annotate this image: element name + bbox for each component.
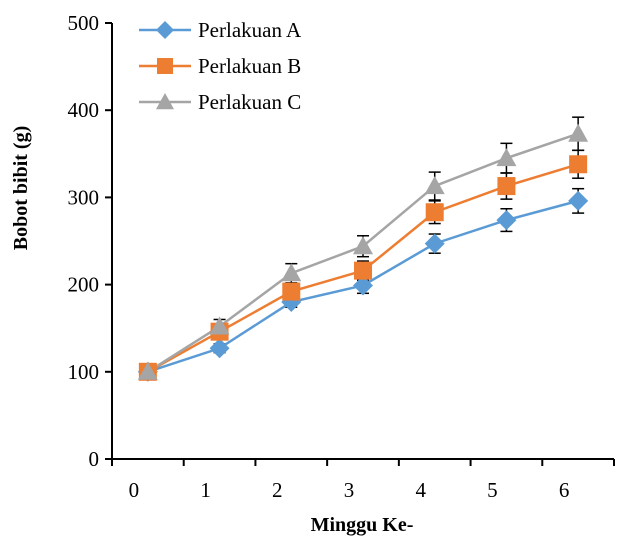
- x-tick-label: 4: [415, 478, 426, 502]
- data-point: [424, 176, 445, 195]
- data-point: [425, 203, 444, 222]
- data-point: [497, 177, 516, 196]
- x-tick-label: 0: [129, 478, 140, 502]
- data-point: [569, 155, 588, 174]
- legend-marker: [156, 93, 174, 110]
- data-point: [496, 148, 517, 167]
- x-tick-label: 5: [487, 478, 498, 502]
- data-point: [353, 236, 373, 255]
- x-tick-label: 6: [559, 478, 570, 502]
- data-point: [568, 190, 589, 211]
- axes: [105, 22, 615, 466]
- x-axis-label: Minggu Ke-: [311, 514, 414, 536]
- data-point: [496, 210, 517, 231]
- x-tick-label: 3: [344, 478, 355, 502]
- legend: Perlakuan A Perlakuan B Perlakuan C: [139, 18, 302, 114]
- x-tick-label: 1: [200, 478, 211, 502]
- data-point: [209, 316, 230, 335]
- data-point: [282, 282, 301, 301]
- legend-label: Perlakuan A: [198, 18, 302, 42]
- y-tick-label: 0: [89, 447, 100, 471]
- x-tick-label: 2: [272, 478, 283, 502]
- data-point: [209, 338, 230, 359]
- data-point: [424, 233, 445, 254]
- data-point: [568, 123, 589, 142]
- y-tick-label: 100: [68, 360, 100, 384]
- legend-marker: [157, 58, 173, 74]
- legend-label: Perlakuan C: [198, 90, 301, 114]
- tick-labels: 0 100 200 300 400 500 0 1 2 3 4 5 6: [68, 11, 570, 502]
- series-markers: [137, 123, 589, 382]
- y-tick-label: 200: [68, 273, 100, 297]
- y-tick-label: 500: [68, 11, 100, 35]
- data-point: [354, 261, 372, 280]
- legend-label: Perlakuan B: [198, 54, 301, 78]
- y-axis-label: Bobot bibit (g): [10, 126, 32, 250]
- data-point: [137, 361, 158, 380]
- data-point: [353, 275, 373, 296]
- data-point: [281, 263, 302, 282]
- legend-marker: [156, 21, 174, 39]
- y-tick-label: 400: [68, 98, 100, 122]
- y-tick-label: 300: [68, 185, 100, 209]
